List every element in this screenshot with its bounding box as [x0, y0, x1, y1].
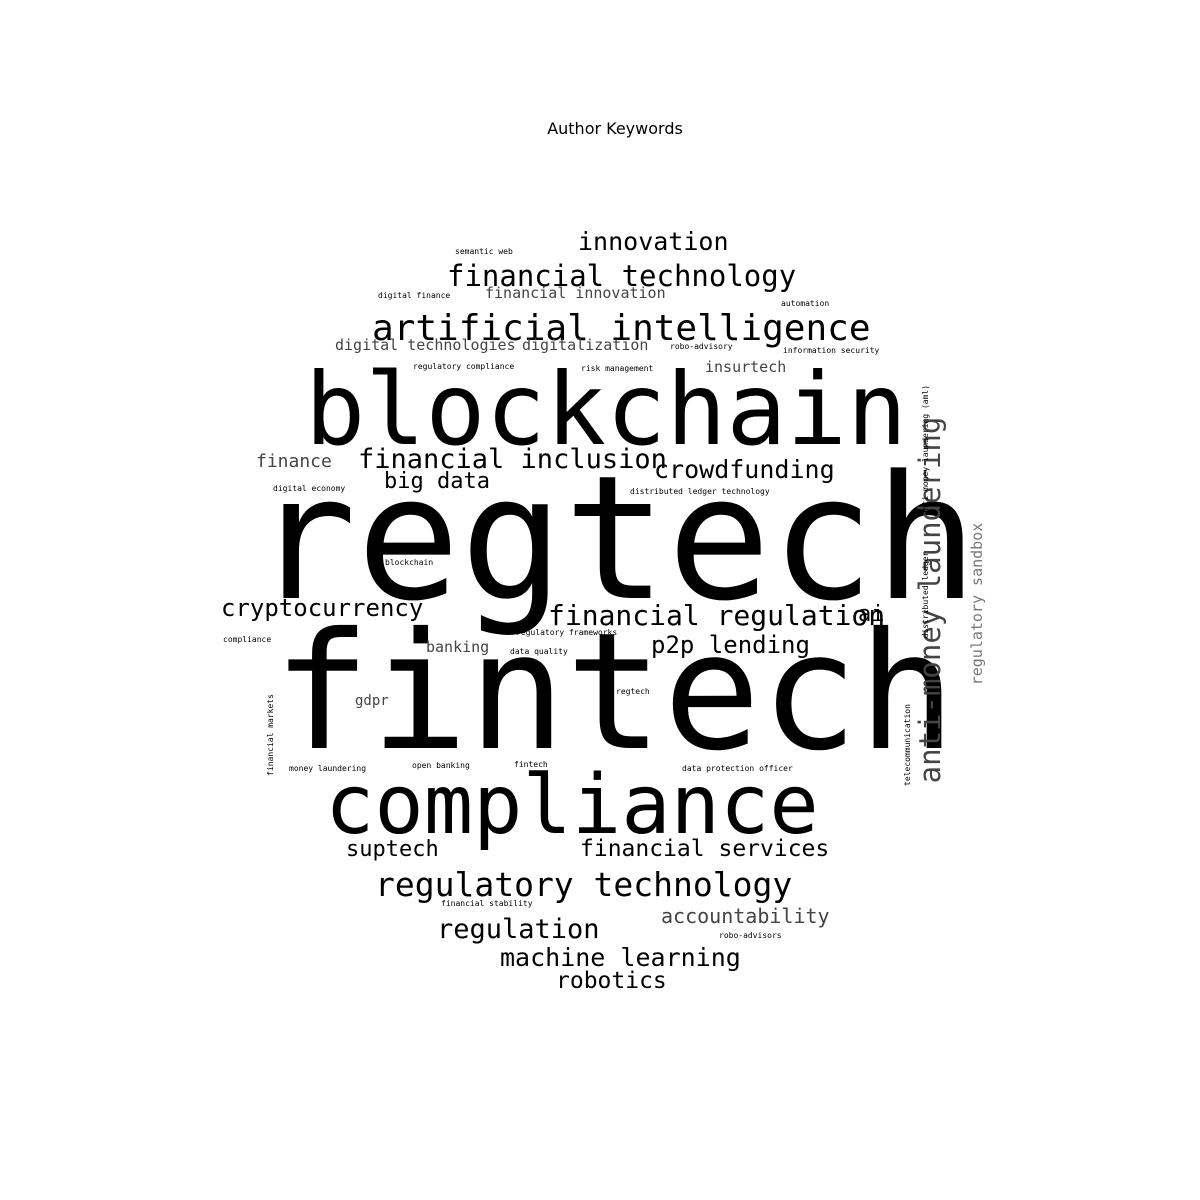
keyword-45: regtech — [616, 687, 650, 696]
keyword-17: big data — [384, 469, 490, 494]
keyword-47: money laundering — [289, 764, 366, 773]
keyword-33: robo-advisory — [670, 342, 733, 351]
keyword-29: gdpr — [355, 693, 389, 709]
keyword-43: regulatory frameworks — [516, 628, 617, 637]
keyword-19: robotics — [556, 968, 667, 994]
keyword-25: digitalization — [522, 336, 648, 354]
chart-title: Author Keywords — [547, 119, 683, 138]
keyword-6: anti-money laundering — [913, 417, 947, 784]
keyword-22: finance — [256, 451, 332, 472]
keyword-44: data quality — [510, 647, 568, 656]
keyword-7: financial technology — [447, 259, 796, 293]
keyword-34: information security — [783, 346, 880, 355]
keyword-5: regulatory technology — [375, 865, 792, 904]
keyword-0: regtech — [253, 438, 978, 639]
keyword-21: ai — [858, 602, 885, 627]
keyword-16: financial services — [580, 836, 829, 862]
keyword-40: distributed ledger — [921, 551, 930, 638]
keyword-2: blockchain — [305, 351, 907, 468]
keyword-46: financial markets — [266, 694, 275, 776]
keyword-10: regulation — [437, 914, 600, 945]
keyword-23: regulatory sandbox — [968, 523, 986, 686]
keyword-28: banking — [426, 638, 489, 656]
keyword-4: artificial intelligence — [372, 308, 871, 349]
keyword-31: digital finance — [378, 291, 450, 300]
keyword-15: p2p lending — [651, 631, 810, 659]
keyword-49: fintech — [514, 760, 548, 769]
keyword-1: fintech — [273, 599, 956, 787]
keyword-18: suptech — [346, 837, 439, 862]
keyword-48: open banking — [412, 761, 470, 770]
keyword-52: financial stability — [441, 899, 533, 908]
keyword-12: crowdfunding — [654, 455, 835, 484]
keyword-20: accountability — [661, 904, 830, 928]
keyword-27: insurtech — [705, 358, 786, 376]
keyword-35: regulatory compliance — [413, 362, 514, 371]
keyword-38: digital economy — [273, 484, 345, 493]
keyword-36: risk management — [581, 364, 653, 373]
keyword-30: semantic web — [455, 247, 513, 256]
keyword-26: financial innovation — [485, 284, 666, 302]
keyword-14: cryptocurrency — [221, 594, 423, 622]
keyword-11: innovation — [578, 227, 729, 256]
keyword-42: compliance — [223, 635, 271, 644]
keyword-9: financial inclusion — [358, 444, 667, 475]
keyword-24: digital technologies — [335, 336, 516, 354]
keyword-51: telecommunication — [903, 704, 912, 786]
keyword-41: blockchain — [385, 558, 433, 567]
keyword-13: machine learning — [500, 943, 741, 972]
keyword-53: robo-advisors — [719, 931, 782, 940]
keyword-3: compliance — [325, 758, 819, 853]
keyword-39: distributed ledger technology — [630, 487, 770, 496]
keyword-8: financial regulation — [548, 599, 885, 632]
keyword-37: anti money laundering (aml) — [921, 385, 930, 515]
keyword-32: automation — [781, 299, 829, 308]
keyword-50: data protection officer — [682, 764, 793, 773]
